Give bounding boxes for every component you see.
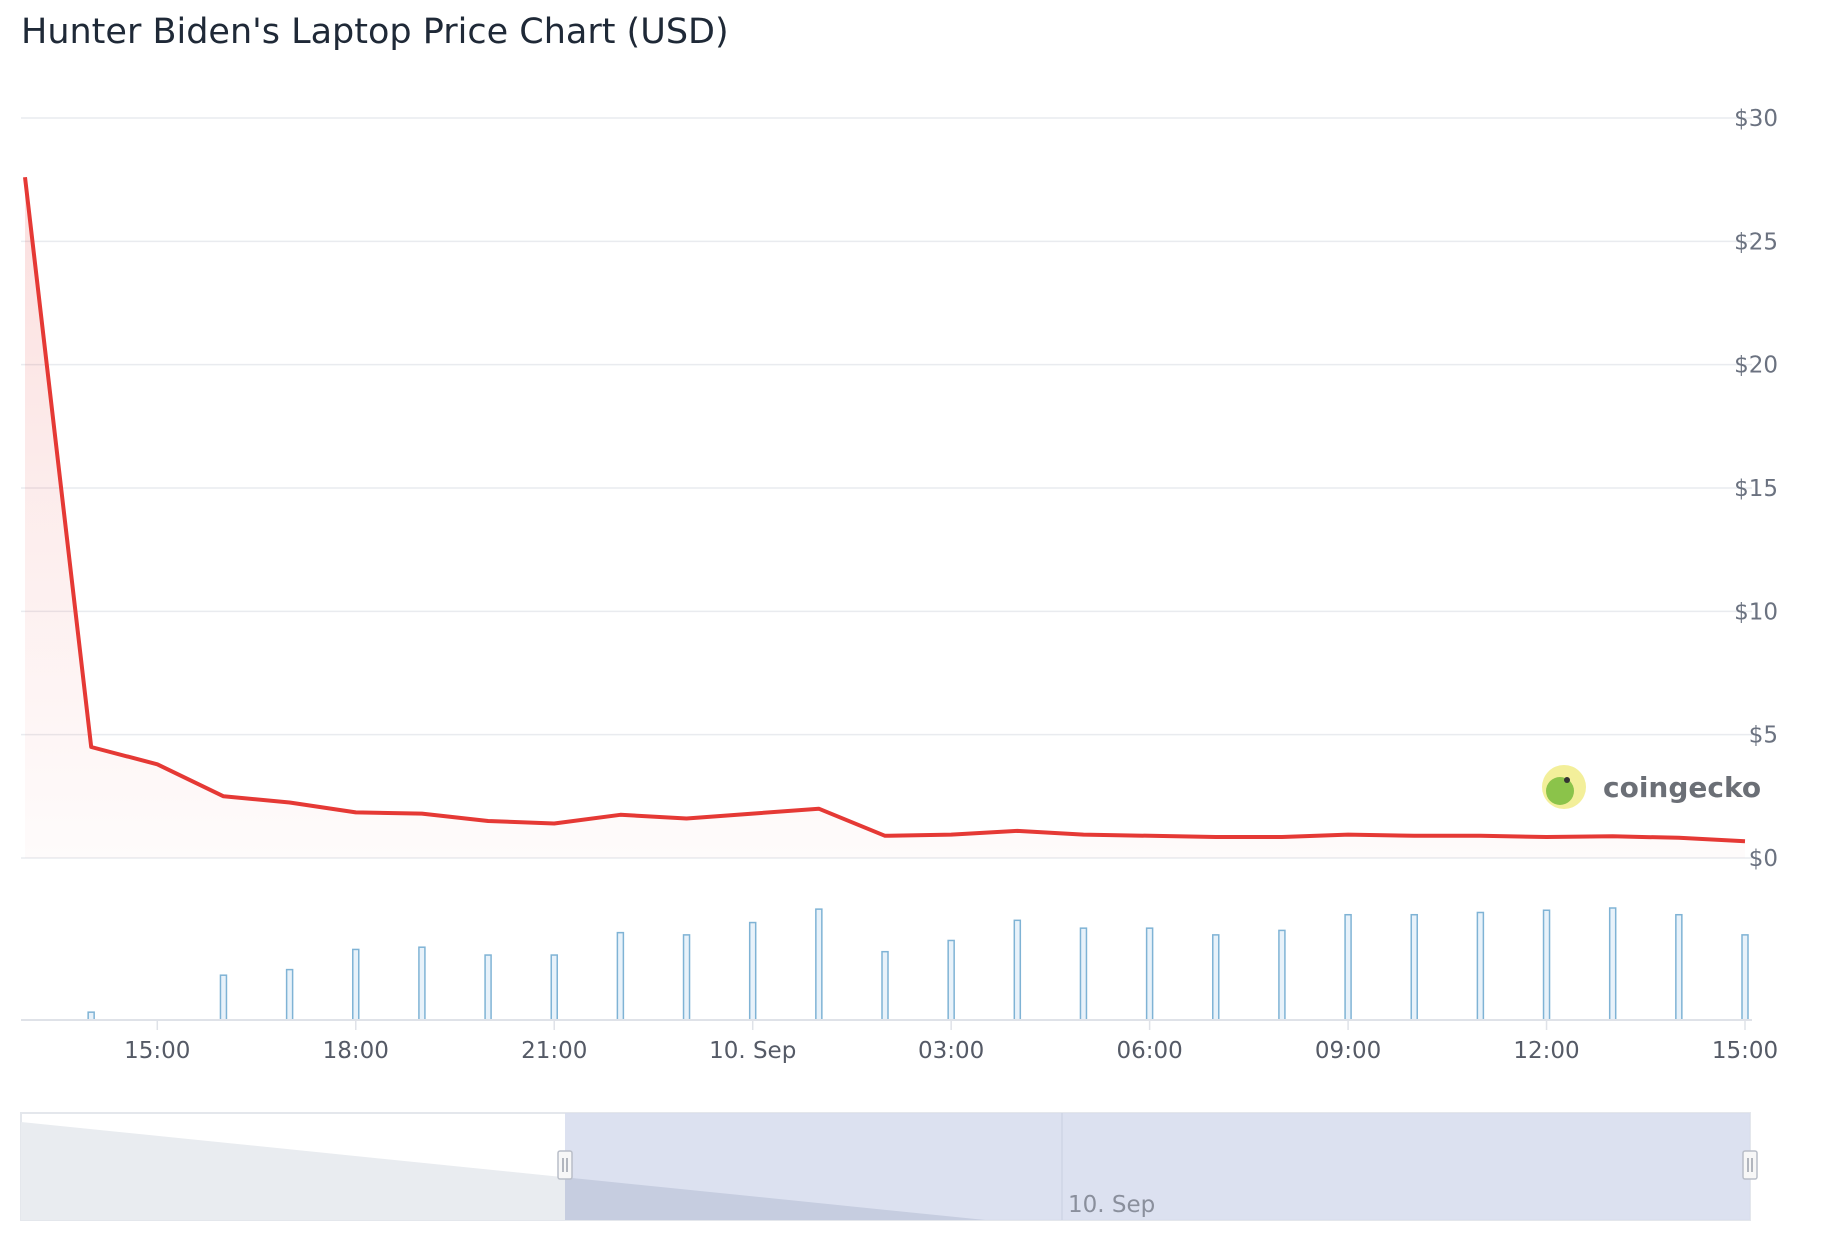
volume-bar: [1410, 913, 1418, 1021]
volume-bar: [550, 954, 558, 1021]
volume-bar: [881, 950, 889, 1021]
volume-bar: [1013, 919, 1022, 1021]
navigator-left-handle[interactable]: [557, 1150, 573, 1180]
x-tick-label: 15:00: [1712, 1038, 1778, 1064]
volume-bar: [947, 939, 955, 1021]
volume-bar: [682, 934, 691, 1021]
gecko-logo-icon: [1542, 765, 1586, 809]
volume-bar: [748, 921, 757, 1021]
volume-bar: [285, 968, 294, 1021]
x-tick-label: 06:00: [1116, 1038, 1182, 1064]
navigator-date-label: 10. Sep: [1068, 1192, 1155, 1218]
volume-bar: [1145, 927, 1154, 1021]
coingecko-wordmark: coingecko: [1603, 771, 1761, 804]
x-tick-label: 12:00: [1513, 1038, 1579, 1064]
x-tick-label: 21:00: [521, 1038, 587, 1064]
price-area-fill: [25, 177, 1745, 858]
y-tick-label: $25: [1734, 229, 1778, 255]
x-tick-label: 09:00: [1315, 1038, 1381, 1064]
volume-bar: [1344, 913, 1352, 1021]
volume-bar: [1608, 907, 1617, 1021]
chart-title: Hunter Biden's Laptop Price Chart (USD): [21, 12, 729, 52]
volume-bar: [1278, 929, 1286, 1021]
y-axis-ticks: $0 $5 $10 $15 $20 $25 $30: [1734, 106, 1778, 872]
coingecko-watermark: coingecko: [1542, 765, 1761, 809]
y-tick-label: $20: [1734, 353, 1778, 379]
volume-bar: [87, 1011, 95, 1021]
y-tick-label: $15: [1734, 476, 1778, 502]
volume-bar: [1079, 927, 1088, 1021]
range-navigator[interactable]: 10. Sep: [20, 1112, 1758, 1221]
volume-bar: [1675, 913, 1683, 1021]
x-tick-label: 15:00: [124, 1038, 190, 1064]
volume-bar: [352, 948, 360, 1021]
x-axis-ticks: 15:00 18:00 21:00 10. Sep 03:00 06:00 09:00 12:…: [124, 1020, 1778, 1064]
volume-bar: [484, 954, 492, 1021]
y-tick-label: $5: [1749, 723, 1778, 749]
navigator-right-handle[interactable]: [1742, 1150, 1758, 1180]
x-tick-label: 03:00: [918, 1038, 984, 1064]
x-tick-label: 10. Sep: [709, 1038, 796, 1064]
y-tick-label: $0: [1749, 846, 1778, 872]
volume-bar: [1212, 934, 1220, 1021]
y-grid-lines: [21, 117, 1752, 859]
volume-bar: [815, 908, 823, 1021]
volume-bar: [1741, 934, 1749, 1021]
volume-bar: [219, 974, 228, 1021]
y-tick-label: $30: [1734, 106, 1778, 132]
y-tick-label: $10: [1734, 599, 1778, 625]
volume-bar: [616, 931, 625, 1021]
x-tick-label: 18:00: [323, 1038, 389, 1064]
volume-bar: [418, 946, 426, 1021]
navigator-series-in-selection: [565, 1177, 986, 1220]
volume-bars: [87, 907, 1749, 1021]
volume-bar: [1476, 911, 1485, 1021]
price-line: [23, 176, 1746, 844]
volume-bar: [1542, 909, 1551, 1021]
